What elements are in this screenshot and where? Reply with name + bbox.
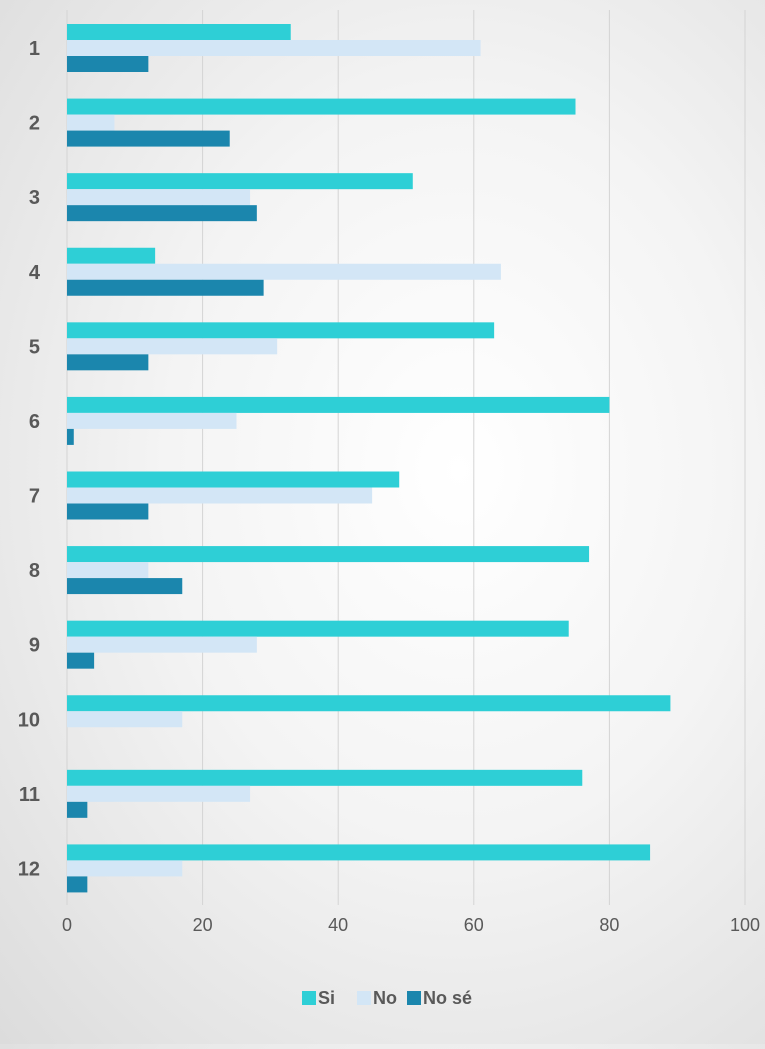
bar-no-8 (67, 562, 149, 579)
category-label: 10 (18, 709, 40, 731)
bar-si-5 (67, 322, 495, 339)
x-tick-label: 60 (464, 915, 484, 935)
bar-si-7 (67, 471, 400, 488)
bar-no-10 (67, 711, 183, 728)
legend-label: No sé (423, 988, 472, 1008)
bar-no-s--9 (67, 652, 95, 669)
bar-no-1 (67, 40, 481, 56)
gridlines (66, 10, 746, 905)
bar-no-s--5 (67, 354, 149, 371)
x-tick-label: 20 (193, 915, 213, 935)
bar-si-2 (67, 98, 576, 115)
legend-swatch-no-s- (407, 991, 421, 1005)
bar-no-6 (67, 412, 237, 429)
bar-no-4 (67, 263, 501, 280)
bar-si-1 (67, 24, 291, 40)
bar-si-10 (67, 695, 671, 712)
legend: Si No No sé (302, 988, 472, 1008)
x-tick-label: 0 (62, 915, 72, 935)
bar-no-2 (67, 114, 115, 131)
bar-si-8 (67, 546, 590, 563)
category-label: 5 (29, 336, 40, 358)
category-label: 4 (29, 262, 41, 284)
category-label: 7 (29, 486, 40, 508)
legend-label: No (373, 988, 397, 1008)
x-axis-ticks: 0 20 40 60 80 100 (62, 915, 760, 935)
category-label: 2 (29, 113, 40, 135)
bar-si-6 (67, 396, 610, 413)
category-label: 1 (29, 38, 40, 60)
bar-no-s--3 (67, 205, 257, 222)
bar-no-s--8 (67, 578, 183, 595)
x-tick-label: 80 (599, 915, 619, 935)
x-tick-label: 40 (328, 915, 348, 935)
bar-no-s--2 (67, 130, 230, 147)
category-label: 6 (29, 411, 40, 433)
bar-si-12 (67, 844, 651, 861)
category-label: 11 (19, 784, 40, 806)
category-label: 3 (29, 187, 40, 209)
bar-si-3 (67, 173, 413, 190)
bar-no-9 (67, 636, 257, 653)
bar-no-s--1 (67, 56, 149, 72)
bars (67, 24, 671, 893)
bar-no-3 (67, 189, 251, 206)
bar-no-7 (67, 487, 373, 504)
category-label: 8 (29, 560, 40, 582)
bar-si-9 (67, 620, 569, 637)
legend-swatch-si (302, 991, 316, 1005)
bar-no-11 (67, 785, 251, 802)
category-label: 9 (29, 635, 40, 657)
bar-no-s--6 (67, 428, 74, 445)
bar-no-12 (67, 860, 183, 877)
bar-no-s--7 (67, 503, 149, 520)
category-label: 12 (18, 858, 40, 880)
bar-no-s--11 (67, 801, 88, 818)
bar-no-5 (67, 338, 278, 355)
bar-si-11 (67, 769, 583, 786)
bar-no-s--4 (67, 279, 264, 296)
legend-label: Si (318, 988, 335, 1008)
bar-si-4 (67, 247, 156, 264)
x-tick-label: 100 (730, 915, 760, 935)
bar-no-s--12 (67, 876, 88, 893)
legend-swatch-no (357, 991, 371, 1005)
